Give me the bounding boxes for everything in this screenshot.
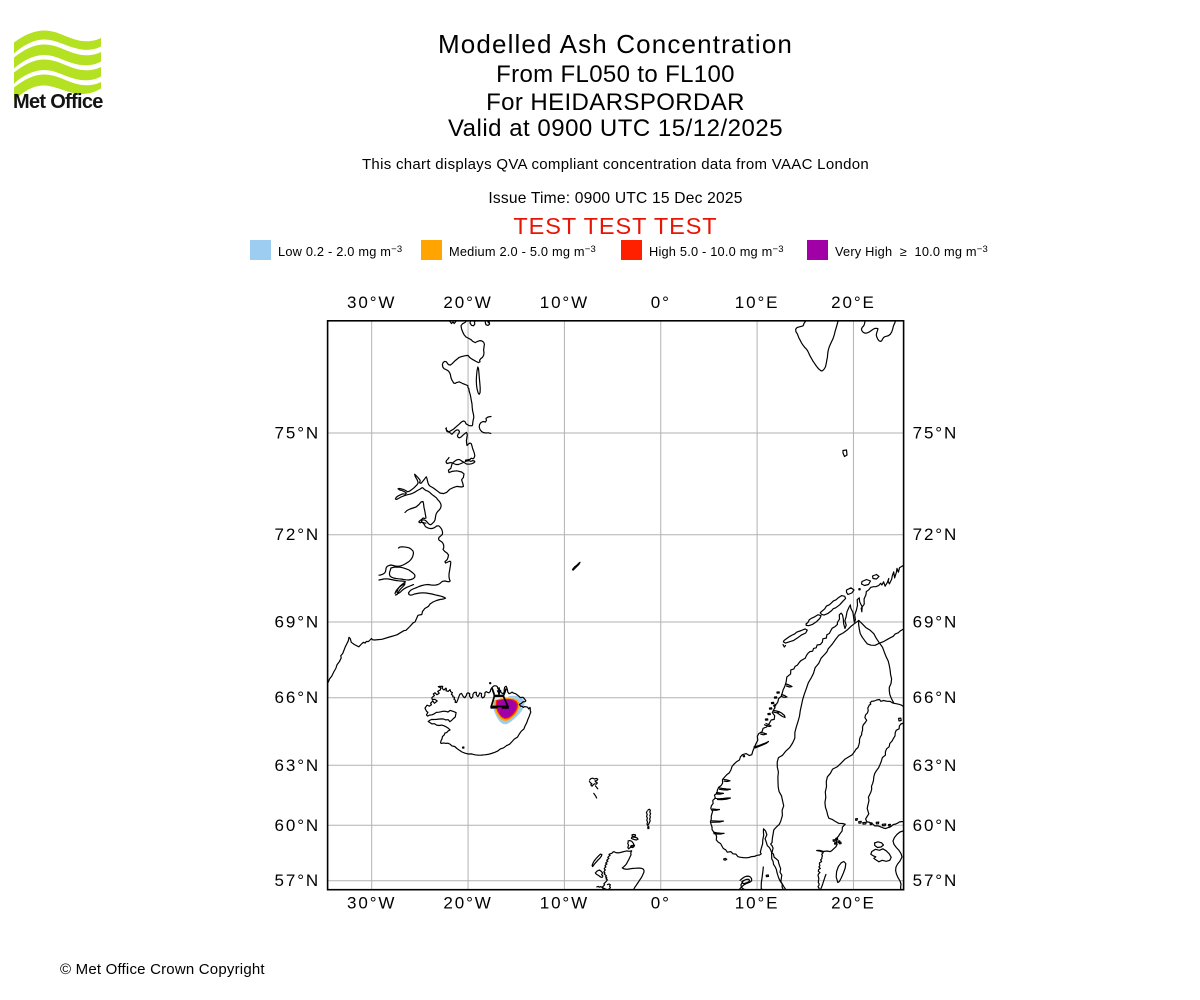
svg-text:20°E: 20°E (831, 894, 876, 913)
svg-text:63°N: 63°N (275, 756, 321, 775)
svg-text:0°: 0° (651, 293, 671, 312)
svg-text:72°N: 72°N (913, 525, 959, 544)
svg-text:75°N: 75°N (275, 424, 321, 443)
svg-text:30°W: 30°W (347, 894, 396, 913)
svg-text:20°W: 20°W (443, 293, 492, 312)
svg-text:0°: 0° (651, 894, 671, 913)
svg-text:60°N: 60°N (275, 816, 321, 835)
svg-text:69°N: 69°N (275, 613, 321, 632)
svg-text:20°E: 20°E (831, 293, 876, 312)
svg-text:60°N: 60°N (913, 816, 959, 835)
svg-text:10°W: 10°W (540, 293, 589, 312)
svg-text:57°N: 57°N (913, 871, 959, 890)
svg-text:10°W: 10°W (540, 894, 589, 913)
svg-text:57°N: 57°N (275, 871, 321, 890)
svg-text:75°N: 75°N (913, 424, 959, 443)
svg-text:10°E: 10°E (735, 293, 780, 312)
svg-text:69°N: 69°N (913, 613, 959, 632)
svg-text:66°N: 66°N (913, 688, 959, 707)
svg-text:10°E: 10°E (735, 894, 780, 913)
svg-text:63°N: 63°N (913, 756, 959, 775)
svg-text:30°W: 30°W (347, 293, 396, 312)
svg-text:20°W: 20°W (443, 894, 492, 913)
svg-text:72°N: 72°N (275, 525, 321, 544)
svg-text:66°N: 66°N (275, 688, 321, 707)
